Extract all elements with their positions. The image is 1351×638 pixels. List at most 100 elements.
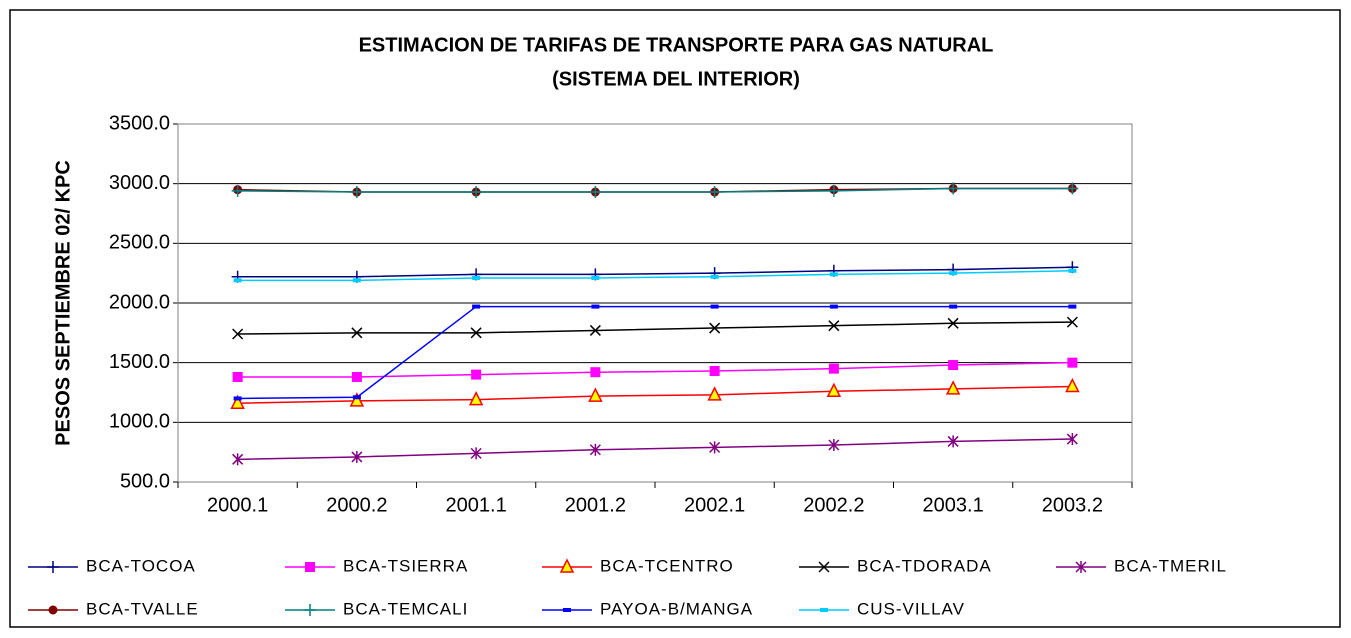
- legend-marker: [820, 608, 828, 612]
- data-point: [947, 317, 959, 329]
- legend-symbol: [47, 561, 59, 573]
- data-point: [351, 327, 363, 339]
- data-point: [949, 271, 958, 276]
- data-point: [351, 450, 363, 463]
- data-point: [232, 453, 244, 466]
- data-point: [591, 304, 600, 309]
- marker-shape: [949, 271, 958, 276]
- y-tick-label: 2000.0: [109, 291, 170, 313]
- legend-marker: [559, 558, 575, 573]
- data-point: [828, 320, 840, 332]
- data-point: [589, 443, 601, 456]
- series-line: [237, 305, 1073, 400]
- marker-shape: [352, 395, 361, 400]
- chart-frame: [9, 9, 1341, 628]
- marker-shape: [305, 562, 315, 572]
- data-point: [709, 441, 721, 454]
- data-point: [826, 382, 842, 398]
- y-tick-label: 3500.0: [109, 112, 170, 134]
- y-tick-label: 1500.0: [109, 351, 170, 373]
- legend-label: BCA-TCENTRO: [600, 556, 734, 575]
- data-point: [710, 274, 719, 279]
- marker-shape: [710, 304, 719, 309]
- legend-label: BCA-TDORADA: [857, 556, 992, 575]
- marker-shape: [232, 371, 243, 382]
- marker-shape: [829, 304, 838, 309]
- marker-shape: [949, 304, 958, 309]
- series-line: [237, 321, 1073, 335]
- marker-shape: [829, 272, 838, 277]
- marker-shape: [820, 608, 828, 612]
- x-tick-label: 2003.1: [923, 494, 984, 516]
- y-axis-label: PESOS SEPTIEMBRE 02/ KPC: [52, 160, 74, 446]
- legend-marker: [1075, 561, 1087, 573]
- marker-shape: [472, 304, 481, 309]
- legend-marker: [305, 562, 315, 572]
- data-point: [472, 275, 481, 280]
- data-point: [230, 394, 245, 409]
- marker-shape: [472, 275, 481, 280]
- chart-title: ESTIMACION DE TARIFAS DE TRANSPORTE PARA…: [359, 34, 994, 56]
- data-point: [352, 395, 361, 400]
- data-point: [828, 363, 839, 374]
- x-tick-label: 2002.1: [684, 494, 745, 516]
- marker-shape: [233, 396, 242, 401]
- legend-label: PAYOA-B/MANGA: [600, 599, 753, 618]
- data-point: [589, 324, 601, 336]
- marker-shape: [563, 608, 571, 612]
- marker-shape: [48, 605, 58, 615]
- legend-label: BCA-TEMCALI: [343, 599, 468, 618]
- series-line: [237, 266, 1073, 278]
- data-point: [233, 278, 242, 283]
- y-tick-label: 3000.0: [109, 172, 170, 194]
- marker-shape: [1068, 268, 1077, 273]
- x-tick-label: 2003.2: [1042, 494, 1103, 516]
- data-point: [827, 184, 840, 197]
- data-point: [1066, 182, 1079, 195]
- marker-shape: [591, 275, 600, 280]
- data-point: [707, 386, 722, 401]
- marker-stroke: [818, 561, 830, 573]
- series-line: [237, 187, 1073, 193]
- data-point: [1065, 377, 1080, 393]
- data-point: [1066, 433, 1078, 446]
- marker-stroke: [828, 320, 840, 332]
- x-tick-label: 2001.2: [565, 494, 626, 516]
- legend-label: BCA-TMERIL: [1114, 556, 1227, 575]
- y-tick-label: 1000.0: [109, 411, 170, 433]
- marker-stroke: [709, 322, 721, 334]
- legend-label: CUS-VILLAV: [857, 599, 965, 618]
- y-tick-label: 500.0: [120, 470, 170, 492]
- marker-shape: [471, 369, 482, 380]
- marker-shape: [233, 278, 242, 283]
- x-tick-label: 2001.1: [446, 494, 507, 516]
- marker-shape: [591, 304, 600, 309]
- marker-shape: [707, 386, 722, 401]
- data-point: [708, 186, 721, 199]
- data-point: [947, 435, 959, 448]
- data-point: [1066, 316, 1078, 328]
- legend-symbol: [1075, 561, 1087, 573]
- data-point: [470, 327, 482, 339]
- x-tick-label: 2000.1: [207, 494, 268, 516]
- legend-label: BCA-TOCOA: [86, 556, 196, 575]
- data-point: [1067, 357, 1078, 368]
- data-point: [350, 186, 363, 199]
- data-point: [231, 184, 244, 197]
- data-point: [471, 369, 482, 380]
- data-point: [945, 380, 961, 395]
- legend-marker: [818, 561, 830, 573]
- data-point: [1068, 268, 1077, 273]
- marker-shape: [559, 558, 575, 573]
- marker-shape: [945, 380, 961, 395]
- marker-stroke: [589, 324, 601, 336]
- series-line: [237, 385, 1073, 404]
- series-line: [237, 270, 1073, 282]
- marker-stroke: [947, 317, 959, 329]
- chart-subtitle: (SISTEMA DEL INTERIOR): [552, 68, 800, 90]
- marker-stroke: [232, 328, 244, 340]
- data-point: [709, 366, 720, 377]
- marker-shape: [1067, 357, 1078, 368]
- marker-shape: [826, 382, 842, 398]
- data-point: [233, 396, 242, 401]
